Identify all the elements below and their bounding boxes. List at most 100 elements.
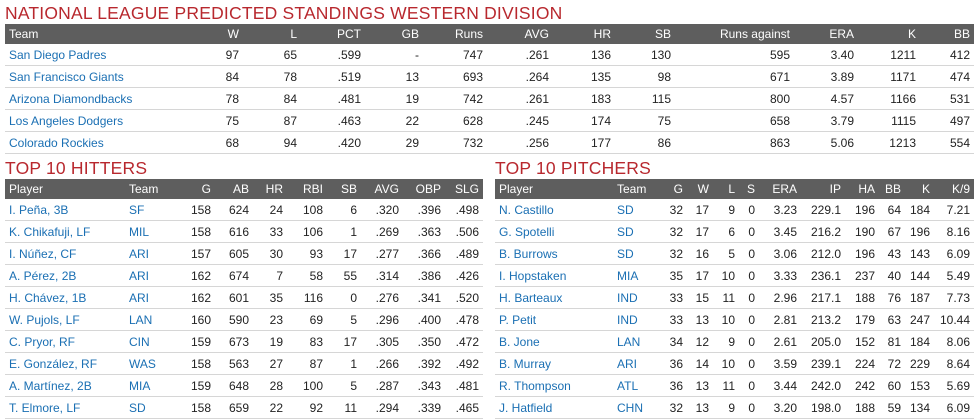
standings-cell-avg: .245 bbox=[487, 109, 553, 132]
team-link[interactable]: SF bbox=[125, 199, 177, 221]
team-link[interactable]: CIN bbox=[125, 330, 177, 353]
hitters-cell-avg: .269 bbox=[361, 220, 403, 243]
player-link[interactable]: A. Pérez, 2B bbox=[5, 264, 125, 287]
team-link[interactable]: WAS bbox=[125, 352, 177, 375]
team-link[interactable]: LAN bbox=[125, 308, 177, 331]
player-link[interactable]: W. Pujols, LF bbox=[5, 308, 125, 331]
player-link[interactable]: G. Spotelli bbox=[495, 220, 613, 243]
standings-header-l: L bbox=[243, 24, 301, 44]
player-link[interactable]: H. Chávez, 1B bbox=[5, 286, 125, 309]
player-link[interactable]: I. Hopstaken bbox=[495, 264, 613, 287]
team-link[interactable]: ARI bbox=[125, 286, 177, 309]
team-link[interactable]: ARI bbox=[125, 264, 177, 287]
pitchers-cell-s: 0 bbox=[739, 330, 759, 353]
hitters-cell-ab: 674 bbox=[215, 264, 253, 287]
team-link[interactable]: ARI bbox=[613, 352, 653, 375]
hitter-row: E. González, RF WAS 158 563 27 87 1.266.392.49… bbox=[5, 352, 483, 375]
standings-cell-bb: 412 bbox=[920, 44, 974, 66]
player-link[interactable]: R. Thompson bbox=[495, 374, 613, 397]
player-link[interactable]: I. Peña, 3B bbox=[5, 199, 125, 221]
pitchers-cell-era: 2.81 bbox=[759, 308, 801, 331]
hitters-cell-ab: 624 bbox=[215, 199, 253, 221]
hitters-cell-hr: 19 bbox=[253, 330, 287, 353]
hitters-cell-avg: .266 bbox=[361, 352, 403, 375]
team-link[interactable]: Los Angeles Dodgers bbox=[5, 109, 175, 132]
pitchers-cell-l: 6 bbox=[713, 220, 739, 243]
team-link[interactable]: SD bbox=[613, 242, 653, 265]
hitters-cell-slg: .506 bbox=[445, 220, 483, 243]
player-link[interactable]: C. Pryor, RF bbox=[5, 330, 125, 353]
team-link[interactable]: Arizona Diamondbacks bbox=[5, 87, 175, 110]
standings-cell-runs-against: 595 bbox=[675, 44, 794, 66]
team-link[interactable]: MIL bbox=[125, 220, 177, 243]
hitters-cell-sb: 1 bbox=[327, 220, 361, 243]
pitchers-header-k: K bbox=[905, 179, 934, 199]
standings-header-runs-against: Runs against bbox=[675, 24, 794, 44]
hitter-row: I. Núñez, CF ARI 157 605 30 93 17.277.366.489 bbox=[5, 242, 483, 265]
pitchers-cell-g: 32 bbox=[653, 396, 687, 419]
pitchers-cell-g: 36 bbox=[653, 374, 687, 397]
player-link[interactable]: H. Barteaux bbox=[495, 286, 613, 309]
standings-cell-bb: 554 bbox=[920, 131, 974, 154]
standings-cell-avg: .261 bbox=[487, 44, 553, 66]
team-link[interactable]: SD bbox=[125, 396, 177, 419]
pitchers-cell-l: 10 bbox=[713, 352, 739, 375]
standings-cell-gb: 29 bbox=[365, 131, 423, 154]
team-link[interactable]: LAN bbox=[613, 330, 653, 353]
hitters-header-hr: HR bbox=[253, 179, 287, 199]
standings-cell-pct: .519 bbox=[301, 65, 365, 88]
team-link[interactable]: SD bbox=[613, 199, 653, 221]
team-link[interactable]: IND bbox=[613, 286, 653, 309]
hitters-cell-avg: .287 bbox=[361, 374, 403, 397]
standings-cell-l: 78 bbox=[243, 65, 301, 88]
pitchers-cell-w: 17 bbox=[687, 264, 713, 287]
team-link[interactable]: San Francisco Giants bbox=[5, 65, 175, 88]
hitters-header-ab: AB bbox=[215, 179, 253, 199]
standings-header-pct: PCT bbox=[301, 24, 365, 44]
player-link[interactable]: J. Hatfield bbox=[495, 396, 613, 419]
pitchers-cell-g: 33 bbox=[653, 308, 687, 331]
standings-cell-l: 84 bbox=[243, 87, 301, 110]
player-link[interactable]: A. Martínez, 2B bbox=[5, 374, 125, 397]
player-link[interactable]: B. Jone bbox=[495, 330, 613, 353]
standings-header-sb: SB bbox=[615, 24, 675, 44]
team-link[interactable]: MIA bbox=[613, 264, 653, 287]
player-link[interactable]: I. Núñez, CF bbox=[5, 242, 125, 265]
pitchers-cell-bb: 72 bbox=[879, 352, 905, 375]
standings-header-k: K bbox=[858, 24, 920, 44]
player-link[interactable]: P. Petit bbox=[495, 308, 613, 331]
team-link[interactable]: Colorado Rockies bbox=[5, 131, 175, 154]
hitters-cell-rbi: 58 bbox=[287, 264, 327, 287]
team-link[interactable]: MIA bbox=[125, 374, 177, 397]
player-link[interactable]: B. Murray bbox=[495, 352, 613, 375]
hitters-cell-rbi: 69 bbox=[287, 308, 327, 331]
standings-header-team: Team bbox=[5, 24, 175, 44]
hitters-cell-rbi: 108 bbox=[287, 199, 327, 221]
standings-cell-w: 68 bbox=[175, 131, 243, 154]
standings-cell-sb: 130 bbox=[615, 44, 675, 66]
team-link[interactable]: SD bbox=[613, 220, 653, 243]
hitters-cell-g: 160 bbox=[177, 308, 215, 331]
pitchers-cell-l: 11 bbox=[713, 374, 739, 397]
pitchers-cell-k: 229 bbox=[905, 352, 934, 375]
pitchers-cell-l: 11 bbox=[713, 286, 739, 309]
hitters-cell-hr: 33 bbox=[253, 220, 287, 243]
player-link[interactable]: E. González, RF bbox=[5, 352, 125, 375]
standings-cell-l: 94 bbox=[243, 131, 301, 154]
standings-cell-gb: 13 bbox=[365, 65, 423, 88]
hitters-cell-hr: 35 bbox=[253, 286, 287, 309]
team-link[interactable]: IND bbox=[613, 308, 653, 331]
hitters-header-sb: SB bbox=[327, 179, 361, 199]
player-link[interactable]: T. Elmore, LF bbox=[5, 396, 125, 419]
hitters-cell-ab: 673 bbox=[215, 330, 253, 353]
team-link[interactable]: CHN bbox=[613, 396, 653, 419]
team-link[interactable]: ARI bbox=[125, 242, 177, 265]
player-link[interactable]: K. Chikafuji, LF bbox=[5, 220, 125, 243]
player-link[interactable]: N. Castillo bbox=[495, 199, 613, 221]
hitters-cell-slg: .498 bbox=[445, 199, 483, 221]
standings-cell-runs-against: 658 bbox=[675, 109, 794, 132]
team-link[interactable]: ATL bbox=[613, 374, 653, 397]
pitchers-cell-ip: 236.1 bbox=[801, 264, 845, 287]
player-link[interactable]: B. Burrows bbox=[495, 242, 613, 265]
team-link[interactable]: San Diego Padres bbox=[5, 44, 175, 66]
